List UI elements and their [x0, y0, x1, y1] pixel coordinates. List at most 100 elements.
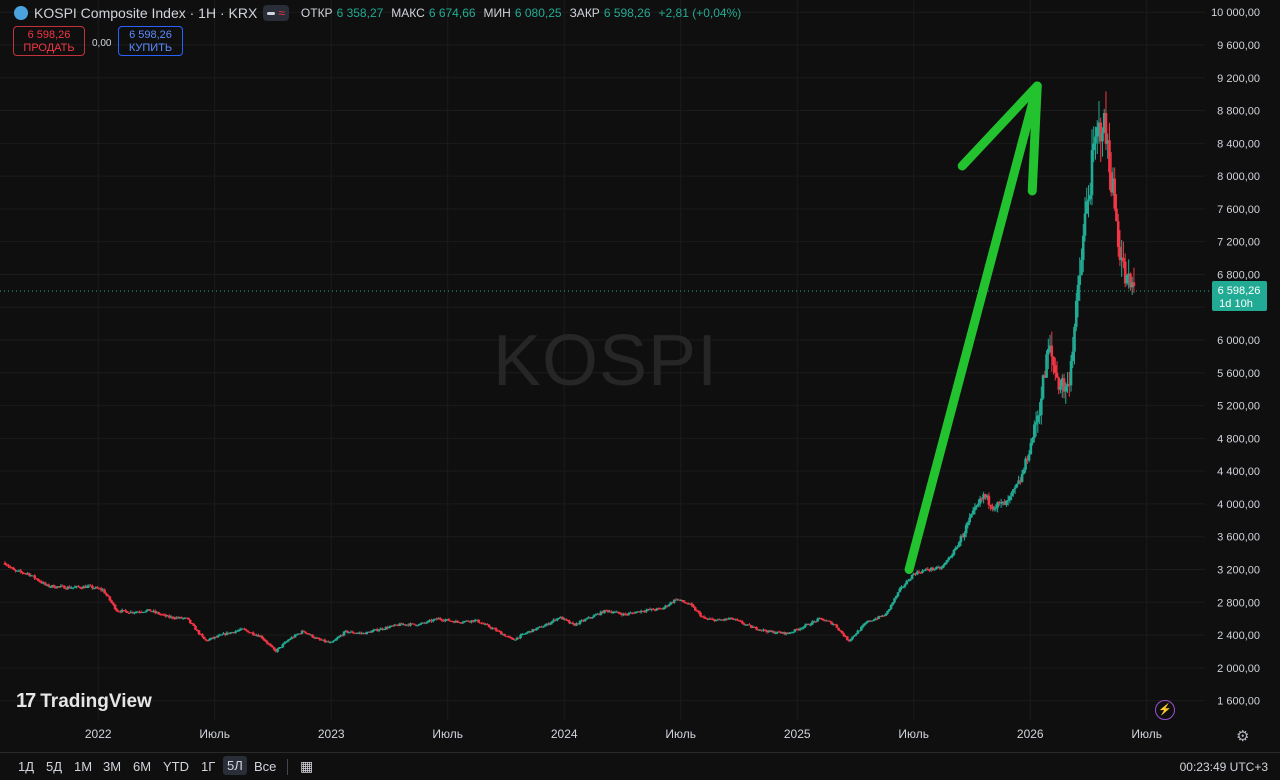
candle-body	[127, 612, 131, 614]
candle-body	[557, 618, 561, 620]
candle-body	[166, 615, 169, 617]
candle-body	[461, 622, 465, 624]
candle-body	[720, 619, 723, 621]
symbol-title[interactable]: KOSPI Composite Index · 1H · KRX	[34, 5, 258, 21]
candle-body	[185, 617, 189, 619]
current-price-label[interactable]	[1212, 280, 1267, 311]
candle-body	[321, 639, 325, 641]
lightning-icon[interactable]: ⚡	[1155, 700, 1175, 720]
clock[interactable]: 00:23:49 UTC+3	[1179, 760, 1268, 774]
candle-body	[956, 546, 959, 548]
candle-body	[489, 627, 493, 629]
candle-body	[38, 580, 42, 582]
candle-body	[12, 568, 16, 570]
candle-body	[278, 647, 281, 649]
candle-body	[811, 621, 814, 625]
candle-body	[117, 611, 120, 613]
candle-body	[1092, 143, 1096, 151]
timeframe-6m[interactable]: 6М	[133, 759, 152, 774]
candle-body	[727, 618, 730, 620]
candle-body	[1019, 480, 1022, 482]
candle-body	[922, 570, 926, 572]
sell-button[interactable]: 6 598,26 ПРОДАТЬ	[13, 26, 85, 56]
candle-body	[730, 617, 734, 619]
candle-body	[638, 611, 641, 613]
candle-body	[1111, 178, 1115, 193]
sell-label: ПРОДАТЬ	[23, 42, 75, 54]
candle-body	[281, 644, 285, 647]
candle-body	[622, 613, 625, 616]
candle-body	[545, 623, 549, 626]
candle-body	[704, 617, 708, 619]
timeframe-1m[interactable]: 1М	[74, 759, 93, 774]
candle-body	[907, 580, 910, 582]
candle-body	[943, 562, 947, 566]
candle-body	[430, 620, 433, 622]
candle-body	[867, 620, 870, 623]
candle-body	[379, 628, 383, 630]
candle-body	[400, 623, 403, 625]
candle-body	[1125, 275, 1129, 284]
candle-body	[349, 631, 353, 633]
indicator-toggle[interactable]: ≈	[263, 5, 289, 21]
candle-body	[271, 645, 274, 648]
candle-body	[1026, 458, 1029, 461]
candle-body	[491, 628, 494, 630]
candle-body	[1118, 246, 1122, 260]
timeframe-3m[interactable]: 3М	[103, 759, 122, 774]
candle-body	[75, 586, 78, 588]
price-axis[interactable]: 1 600,00 2 000,00 2 400,00 2 800,00 3 200,00…	[1211, 7, 1267, 708]
candle-body	[756, 629, 760, 631]
candle-body	[515, 637, 519, 640]
timeframe-5d[interactable]: 5Д	[46, 759, 63, 774]
candle-body	[323, 639, 327, 642]
candle-body	[994, 507, 998, 509]
candle-body	[886, 610, 889, 614]
candle-body	[980, 498, 984, 500]
symbol-watermark: KOSPI	[493, 321, 719, 401]
candle-body	[57, 586, 61, 588]
candle-body	[1036, 415, 1040, 423]
candle-body	[821, 618, 825, 621]
candle-body	[91, 585, 94, 589]
close-label: ЗАКР	[569, 6, 600, 20]
candle-body	[318, 638, 321, 640]
time-tick-label: 2023	[318, 727, 345, 741]
candle-body	[77, 586, 80, 588]
timeframe-5y[interactable]: 5Л	[223, 756, 247, 775]
timeframe-1y[interactable]: 1Г	[201, 759, 216, 774]
candle-body	[676, 599, 680, 601]
candle-body	[389, 625, 393, 627]
candle-body	[779, 632, 783, 634]
candle-body	[667, 604, 671, 607]
gear-icon[interactable]: ⚙	[1236, 728, 1250, 745]
candle-body	[709, 618, 713, 620]
timeframe-all[interactable]: Все	[254, 759, 277, 774]
timeframe-ytd[interactable]: YTD	[163, 759, 189, 774]
candle-body	[227, 632, 230, 634]
timeframe-1d[interactable]: 1Д	[18, 759, 35, 774]
candle-body	[970, 514, 973, 518]
candle-body	[64, 588, 68, 590]
candle-body	[699, 612, 702, 617]
calendar-icon[interactable]: ▦	[300, 758, 314, 774]
candle-body	[391, 625, 395, 627]
bar-countdown: 1d 10h	[1219, 298, 1253, 310]
candle-body	[372, 630, 376, 632]
candle-body	[620, 613, 624, 616]
candle-body	[463, 621, 466, 623]
candle-body	[36, 578, 40, 581]
candle-body	[405, 624, 409, 626]
time-axis[interactable]: 2022 Июль 2023 Июль 2024 Июль 2025 Июль 2026 Июль	[85, 727, 1162, 741]
candle-body	[882, 615, 886, 617]
candle-body	[798, 628, 802, 630]
candle-body	[725, 618, 729, 620]
candle-body	[735, 619, 739, 621]
candle-body	[1005, 500, 1008, 505]
candle-body	[307, 633, 311, 635]
candle-body	[339, 635, 342, 637]
buy-button[interactable]: 6 598,26 КУПИТЬ	[118, 26, 183, 56]
tradingview-logo[interactable]: 17 TradingView	[16, 690, 152, 713]
candle-body	[409, 623, 412, 626]
